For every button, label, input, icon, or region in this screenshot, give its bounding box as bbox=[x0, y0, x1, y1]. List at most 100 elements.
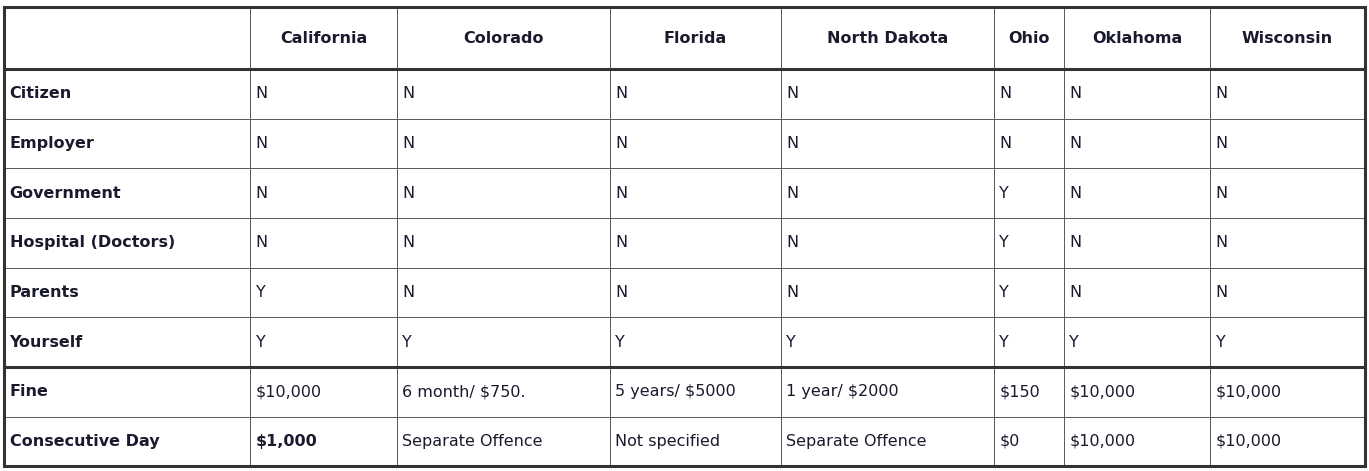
Bar bbox=[1210, 119, 1365, 169]
Text: Y: Y bbox=[402, 335, 412, 349]
Text: Y: Y bbox=[1216, 335, 1225, 349]
Bar bbox=[780, 119, 994, 169]
Bar bbox=[4, 7, 251, 69]
Text: N: N bbox=[999, 87, 1012, 101]
Bar bbox=[994, 417, 1064, 466]
Text: Ohio: Ohio bbox=[1008, 31, 1050, 46]
Bar bbox=[251, 7, 397, 69]
Bar bbox=[609, 119, 780, 169]
Bar bbox=[609, 268, 780, 317]
Bar bbox=[4, 317, 251, 367]
Bar bbox=[251, 169, 397, 218]
Bar bbox=[1064, 218, 1210, 268]
Bar bbox=[994, 268, 1064, 317]
Text: N: N bbox=[1069, 87, 1082, 101]
Bar bbox=[780, 417, 994, 466]
Text: Colorado: Colorado bbox=[463, 31, 543, 46]
Text: $10,000: $10,000 bbox=[1216, 434, 1281, 449]
Bar bbox=[397, 268, 609, 317]
Bar bbox=[251, 417, 397, 466]
Text: N: N bbox=[786, 285, 798, 300]
Text: 6 month/ $750.: 6 month/ $750. bbox=[402, 384, 526, 399]
Text: California: California bbox=[279, 31, 367, 46]
Text: Y: Y bbox=[256, 335, 266, 349]
Text: Consecutive Day: Consecutive Day bbox=[10, 434, 159, 449]
Text: Citizen: Citizen bbox=[10, 87, 71, 101]
Bar bbox=[397, 69, 609, 119]
Text: N: N bbox=[1216, 236, 1228, 251]
Text: Oklahoma: Oklahoma bbox=[1092, 31, 1181, 46]
Text: N: N bbox=[615, 136, 627, 151]
Bar bbox=[994, 317, 1064, 367]
Bar bbox=[4, 417, 251, 466]
Text: $0: $0 bbox=[999, 434, 1020, 449]
Text: 5 years/ $5000: 5 years/ $5000 bbox=[615, 384, 737, 399]
Text: Florida: Florida bbox=[664, 31, 727, 46]
Bar bbox=[1210, 218, 1365, 268]
Text: N: N bbox=[786, 186, 798, 201]
Bar bbox=[994, 169, 1064, 218]
Bar bbox=[609, 169, 780, 218]
Text: N: N bbox=[1069, 136, 1082, 151]
Text: North Dakota: North Dakota bbox=[827, 31, 949, 46]
Bar bbox=[1064, 317, 1210, 367]
Bar bbox=[251, 218, 397, 268]
Text: $10,000: $10,000 bbox=[1069, 384, 1135, 399]
Text: N: N bbox=[999, 136, 1012, 151]
Bar bbox=[397, 317, 609, 367]
Text: N: N bbox=[402, 136, 415, 151]
Bar bbox=[994, 69, 1064, 119]
Text: N: N bbox=[1069, 186, 1082, 201]
Bar bbox=[251, 69, 397, 119]
Text: Separate Offence: Separate Offence bbox=[786, 434, 927, 449]
Bar bbox=[1210, 367, 1365, 417]
Text: Parents: Parents bbox=[10, 285, 79, 300]
Bar bbox=[609, 317, 780, 367]
Bar bbox=[994, 367, 1064, 417]
Bar bbox=[609, 69, 780, 119]
Text: Y: Y bbox=[999, 186, 1009, 201]
Text: N: N bbox=[1216, 285, 1228, 300]
Text: N: N bbox=[786, 87, 798, 101]
Bar bbox=[609, 417, 780, 466]
Text: $10,000: $10,000 bbox=[1216, 384, 1281, 399]
Text: N: N bbox=[256, 136, 268, 151]
Text: Employer: Employer bbox=[10, 136, 94, 151]
Text: Government: Government bbox=[10, 186, 122, 201]
Text: N: N bbox=[1069, 236, 1082, 251]
Text: N: N bbox=[1216, 136, 1228, 151]
Bar bbox=[780, 367, 994, 417]
Bar bbox=[1210, 69, 1365, 119]
Text: $10,000: $10,000 bbox=[1069, 434, 1135, 449]
Text: Y: Y bbox=[256, 285, 266, 300]
Text: Wisconsin: Wisconsin bbox=[1242, 31, 1333, 46]
Text: Y: Y bbox=[1069, 335, 1079, 349]
Bar bbox=[994, 119, 1064, 169]
Text: N: N bbox=[256, 186, 268, 201]
Bar bbox=[397, 119, 609, 169]
Bar bbox=[780, 69, 994, 119]
Text: N: N bbox=[615, 285, 627, 300]
Text: 1 year/ $2000: 1 year/ $2000 bbox=[786, 384, 899, 399]
Text: Y: Y bbox=[999, 236, 1009, 251]
Text: Y: Y bbox=[615, 335, 624, 349]
Text: $150: $150 bbox=[999, 384, 1040, 399]
Text: Yourself: Yourself bbox=[10, 335, 84, 349]
Bar bbox=[4, 119, 251, 169]
Bar bbox=[251, 317, 397, 367]
Bar bbox=[4, 69, 251, 119]
Bar bbox=[1064, 7, 1210, 69]
Text: N: N bbox=[402, 87, 415, 101]
Text: N: N bbox=[1069, 285, 1082, 300]
Bar bbox=[609, 218, 780, 268]
Text: N: N bbox=[402, 285, 415, 300]
Bar bbox=[4, 169, 251, 218]
Text: N: N bbox=[256, 236, 268, 251]
Bar bbox=[397, 169, 609, 218]
Bar bbox=[609, 7, 780, 69]
Text: Y: Y bbox=[999, 335, 1009, 349]
Bar bbox=[4, 367, 251, 417]
Bar bbox=[1064, 268, 1210, 317]
Text: Not specified: Not specified bbox=[615, 434, 720, 449]
Bar bbox=[4, 268, 251, 317]
